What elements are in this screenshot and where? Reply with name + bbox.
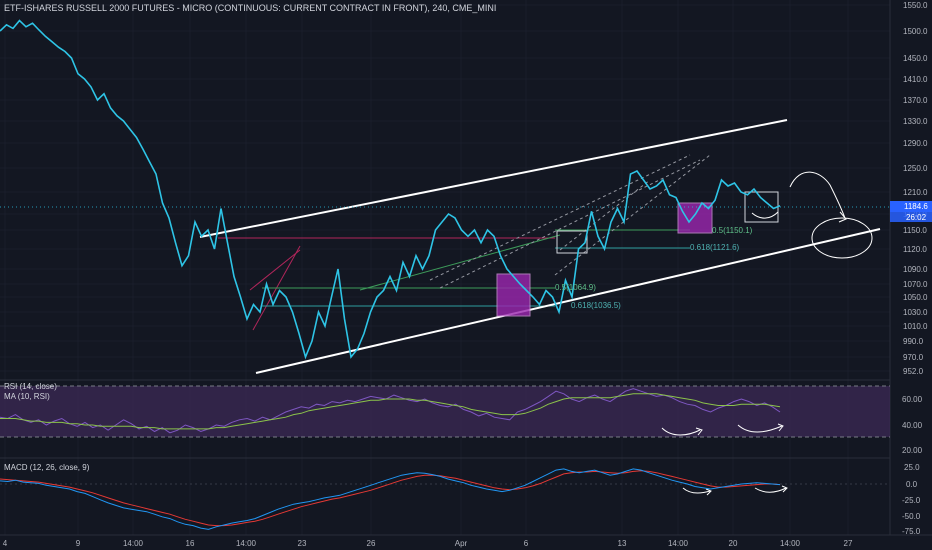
price-tick-label: 1010.0 [903,322,928,331]
price-series-line [0,19,781,360]
time-tick-label: 14:00 [236,539,257,548]
rsi-ma-title: MA (10, RSI) [4,392,50,401]
fib-label-upper-618: 0.618(1121.6) [690,243,740,252]
time-tick-label: 4 [3,539,8,548]
price-tick-label: 952.0 [903,367,924,376]
countdown-value: 26:02 [906,213,927,222]
macd-tick-0: 0.0 [906,480,918,489]
time-tick-label: 14:00 [668,539,689,548]
fib-trend-green [359,234,561,291]
price-tick-label: 1070.0 [903,280,928,289]
price-tick-label: 970.0 [903,353,924,362]
price-axis[interactable]: 1550.0 1500.0 1450.0 1410.0 1370.0 1330.0 1290… [903,1,928,376]
macd-line [0,468,781,530]
macd-tick-neg50: -50.0 [902,512,921,521]
macd-tick-neg75: -75.0 [902,527,921,536]
target-ellipse [811,217,873,259]
fib-diagonal-1 [249,249,301,291]
price-tick-label: 1290.0 [903,139,928,148]
rsi-arrowhead-2 [777,423,784,432]
rsi-tick-40: 40.00 [902,421,923,430]
price-tick-label: 990.0 [903,337,924,346]
channel-lower-line[interactable] [255,228,881,374]
time-axis[interactable]: 4 9 14:00 16 14:00 23 26 Apr 6 13 14:00 20 14:00 27 [3,539,853,548]
price-tick-label: 1250.0 [903,164,928,173]
grid [0,0,890,535]
price-tick-label: 1090.0 [903,265,928,274]
time-tick-label: 23 [298,539,307,548]
current-price-tag [890,201,932,212]
dashed-channel-3 [554,154,711,276]
rsi-tick-20: 20.00 [902,446,923,455]
current-price-value: 1184.6 [904,202,928,211]
time-tick-label: 13 [618,539,627,548]
macd-arrow-2 [754,487,787,493]
time-tick-label: 14:00 [780,539,801,548]
rsi-ma-line [0,393,781,430]
macd-tick-25: 25.0 [904,463,920,472]
macd-tick-neg25: -25.0 [902,496,921,505]
countdown-tag [890,212,932,222]
rsi-band [0,386,890,437]
price-tick-label: 1410.0 [903,75,928,84]
time-tick-label: 14:00 [123,539,144,548]
chart-title: ETF-ISHARES RUSSELL 2000 FUTURES - MICRO… [4,3,496,13]
fib-label-lower-618: 0.618(1036.5) [571,301,621,310]
forecast-arrowhead [838,211,847,223]
price-tick-label: 1370.0 [903,96,928,105]
time-tick-label: 9 [76,539,81,548]
time-tick-label: Apr [455,539,468,548]
price-tick-label: 1450.0 [903,54,928,63]
macd-title: MACD (12, 26, close, 9) [4,463,90,472]
price-tick-label: 1210.0 [903,188,928,197]
time-tick-label: 26 [367,539,376,548]
highlight-box-lower[interactable] [496,273,531,317]
outline-box-1[interactable] [556,230,588,254]
price-scribble [751,211,779,219]
fib-label-lower-half: 0.5(1064.9) [555,283,596,292]
time-tick-label: 16 [186,539,195,548]
price-tick-label: 1120.0 [903,245,927,254]
fib-label-upper-half: 0.5(1150.1) [712,226,753,235]
channel-upper-line[interactable] [199,119,788,238]
macd-arrowhead-1 [705,488,712,496]
highlight-box-upper[interactable] [677,202,713,234]
price-tick-label: 1330.0 [903,117,928,126]
time-tick-label: 27 [844,539,853,548]
dashed-channel-4 [559,179,651,251]
price-tick-label: 1030.0 [903,308,928,317]
forecast-arrow-path [789,171,846,219]
price-tick-label: 1150.0 [903,226,927,235]
time-tick-label: 6 [524,539,529,548]
rsi-title: RSI (14, close) [4,382,57,391]
price-tick-label: 1050.0 [903,293,928,302]
rsi-arrow-2 [737,424,783,433]
dashed-channel-2 [439,159,701,289]
macd-arrow-1 [682,487,711,494]
time-tick-label: 20 [729,539,738,548]
rsi-arrowhead-1 [695,427,703,436]
rsi-tick-60: 60.00 [902,395,923,404]
dashed-channel-1 [429,154,691,281]
price-tick-label: 1550.0 [903,1,928,10]
price-tick-label: 1500.0 [903,27,928,36]
macd-signal-line [0,470,781,527]
rsi-arrow-1 [661,427,701,436]
macd-arrowhead-2 [781,485,788,493]
